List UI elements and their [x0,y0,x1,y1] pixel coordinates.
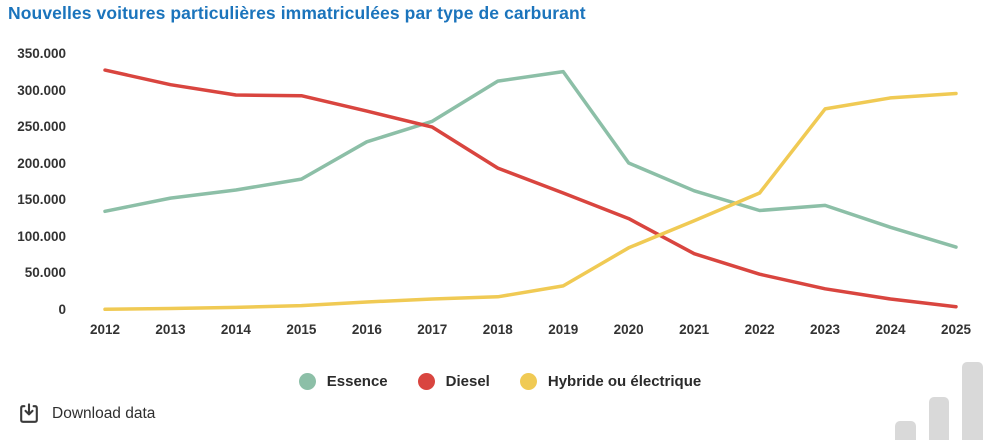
y-tick-label: 300.000 [17,82,66,98]
y-tick-label: 350.000 [17,46,66,61]
legend-item-diesel[interactable]: Diesel [417,372,490,390]
y-tick-label: 100.000 [17,228,66,244]
legend-item-essence[interactable]: Essence [298,372,388,390]
watermark-bar-large [962,362,983,440]
y-tick-label: 250.000 [17,119,66,135]
x-tick-label: 2016 [351,322,382,337]
x-tick-label: 2018 [482,322,513,337]
series-line-essence [103,69,958,249]
x-tick-label: 2023 [810,322,841,337]
series-line-hybride-ou-lectrique [103,91,958,312]
x-tick-label: 2013 [155,322,186,337]
x-tick-label: 2022 [744,322,775,337]
x-tick-label: 2017 [417,322,448,337]
series-line-diesel [103,68,958,309]
x-tick-label: 2012 [89,322,121,337]
x-tick-label: 2025 [940,322,972,337]
x-tick-label: 2015 [286,322,317,337]
x-tick-label: 2021 [679,322,710,337]
download-data-button[interactable]: Download data [16,401,157,427]
legend-label-essence: Essence [326,372,388,390]
legend-swatch-hybride-icon [519,372,537,390]
legend-label-diesel: Diesel [445,372,490,390]
x-tick-label: 2020 [613,322,644,337]
chart-title: Nouvelles voitures particulières immatri… [8,3,586,23]
legend: Essence Diesel Hybride ou électrique [0,369,1000,393]
y-tick-label: 150.000 [17,192,66,208]
y-tick-label: 0 [58,302,66,317]
legend-swatch-diesel-icon [417,372,435,390]
watermark-bar-small [895,421,916,440]
x-tick-label: 2014 [220,322,251,337]
watermark-bar-medium [929,397,949,440]
y-tick-label: 200.000 [17,155,66,171]
y-tick-label: 50.000 [24,265,66,281]
legend-item-hybride[interactable]: Hybride ou électrique [519,372,702,390]
x-tick-label: 2024 [875,322,906,337]
download-icon [18,403,40,425]
legend-swatch-essence-icon [298,372,316,390]
bar-chart-watermark-icon [895,362,985,440]
download-label: Download data [52,405,156,422]
legend-label-hybride: Hybride ou électrique [547,372,702,390]
x-tick-label: 2019 [548,322,579,337]
